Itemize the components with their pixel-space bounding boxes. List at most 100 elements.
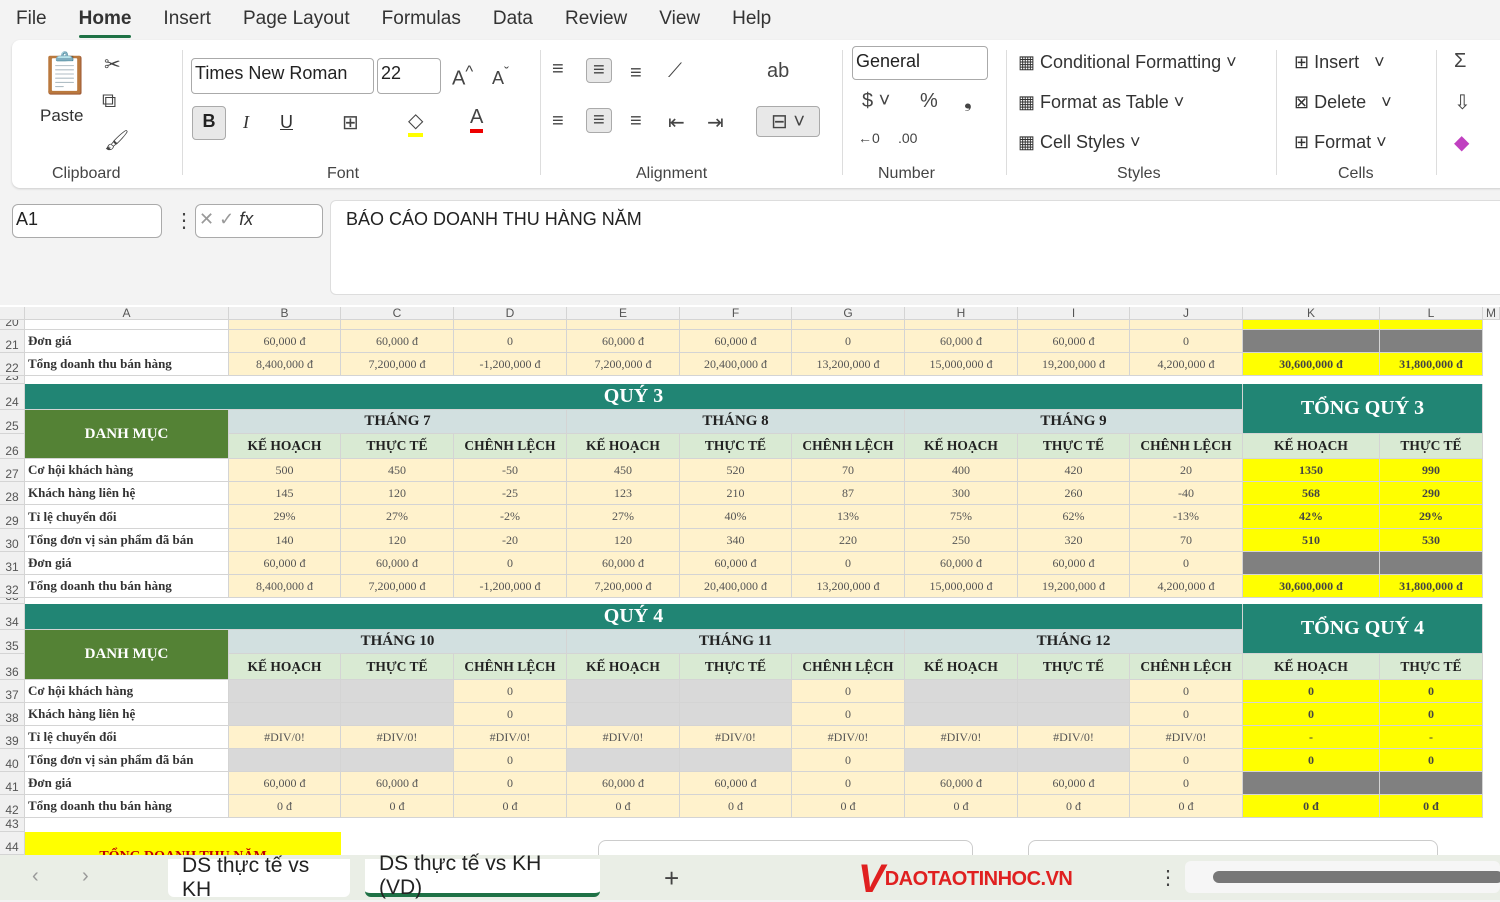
column-header-E[interactable]: E — [567, 307, 680, 320]
sub-header[interactable]: KẾ HOẠCH — [567, 654, 680, 680]
row-label[interactable]: Khách hàng liên hệ — [25, 703, 229, 726]
row-label[interactable]: Cơ hội khách hàng — [25, 459, 229, 482]
total-cell[interactable]: 0 — [1380, 680, 1483, 703]
month-header[interactable]: THÁNG 11 — [567, 630, 905, 654]
sub-header[interactable]: CHÊNH LỆCH — [792, 654, 905, 680]
value-cell[interactable]: 27% — [567, 505, 680, 529]
value-cell[interactable]: 60,000 đ — [680, 552, 792, 575]
total-cell[interactable]: 510 — [1243, 529, 1380, 552]
currency-icon[interactable]: $ ˅ — [862, 90, 891, 112]
value-cell[interactable]: 8,400,000 đ — [229, 575, 341, 598]
row-header[interactable]: 42 — [0, 795, 25, 818]
month-header[interactable]: THÁNG 10 — [229, 630, 567, 654]
row-header[interactable]: 20 — [0, 320, 25, 330]
value-cell[interactable]: 60,000 đ — [567, 772, 680, 795]
row-label[interactable]: Tỉ lệ chuyển đổi — [25, 505, 229, 529]
value-cell[interactable]: -1,200,000 đ — [454, 575, 567, 598]
italic-button[interactable]: I — [243, 112, 249, 132]
total-cell[interactable] — [1243, 320, 1380, 330]
column-header-C[interactable]: C — [341, 307, 454, 320]
value-cell[interactable] — [229, 703, 341, 726]
value-cell[interactable] — [905, 703, 1018, 726]
column-header-J[interactable]: J — [1130, 307, 1243, 320]
fill-icon[interactable]: ⇩ — [1454, 92, 1471, 114]
align-middle-icon[interactable]: ≡ — [586, 58, 612, 83]
spreadsheet-grid[interactable]: A B C D E F G H I J K L M 20 21 22 23 24 25 26 27 28 29 30 31 32 3… — [0, 305, 1500, 855]
sub-header[interactable]: THỰC TẾ — [1018, 654, 1130, 680]
month-header[interactable]: THÁNG 7 — [229, 410, 567, 434]
value-cell[interactable]: -25 — [454, 482, 567, 505]
menu-insert[interactable]: Insert — [163, 8, 211, 29]
next-sheet-icon[interactable]: › — [82, 865, 89, 887]
value-cell[interactable]: 70 — [792, 459, 905, 482]
sub-header[interactable]: THỰC TẾ — [1380, 434, 1483, 459]
total-cell[interactable]: 990 — [1380, 459, 1483, 482]
sheet-tab[interactable]: DS thực tế vs KH — [168, 854, 350, 901]
value-cell[interactable] — [1018, 680, 1130, 703]
value-cell[interactable] — [905, 320, 1018, 330]
value-cell[interactable]: 0 — [454, 552, 567, 575]
row-label[interactable]: Tổng doanh thu bán hàng — [25, 575, 229, 598]
value-cell[interactable]: 450 — [341, 459, 454, 482]
value-cell[interactable] — [905, 680, 1018, 703]
value-cell[interactable] — [567, 680, 680, 703]
increase-font-icon[interactable]: A^ — [452, 62, 474, 90]
value-cell[interactable]: 520 — [680, 459, 792, 482]
cell-styles-button[interactable]: ▦ Cell Styles ˅ — [1018, 132, 1141, 152]
quarter-title[interactable]: QUÝ 4 — [25, 604, 1243, 630]
autosum-icon[interactable]: Σ — [1454, 50, 1467, 72]
format-cells-button[interactable]: ⊞ Format ˅ — [1294, 132, 1387, 152]
sub-header[interactable]: KẾ HOẠCH — [1243, 654, 1380, 680]
value-cell[interactable]: 320 — [1018, 529, 1130, 552]
total-cell[interactable]: 0 đ — [1380, 795, 1483, 818]
value-cell[interactable]: 7,200,000 đ — [341, 575, 454, 598]
increase-decimal-icon[interactable]: ←0 — [858, 130, 880, 146]
value-cell[interactable]: 0 — [1130, 680, 1243, 703]
value-cell[interactable]: 0 đ — [1130, 795, 1243, 818]
value-cell[interactable]: 20 — [1130, 459, 1243, 482]
row-header[interactable]: 29 — [0, 505, 25, 529]
value-cell[interactable]: 75% — [905, 505, 1018, 529]
value-cell[interactable]: 8,400,000 đ — [229, 353, 341, 376]
quarter-total-title[interactable]: TỔNG QUÝ 4 — [1243, 604, 1483, 654]
value-cell[interactable] — [1018, 749, 1130, 772]
total-cell[interactable]: 30,600,000 đ — [1243, 575, 1380, 598]
value-cell[interactable]: 120 — [341, 529, 454, 552]
category-header[interactable]: DANH MỤC — [25, 410, 229, 459]
value-cell[interactable]: 60,000 đ — [1018, 330, 1130, 353]
empty-total-cell[interactable] — [1380, 330, 1483, 353]
row-header[interactable]: 41 — [0, 772, 25, 795]
value-cell[interactable]: 15,000,000 đ — [905, 353, 1018, 376]
value-cell[interactable]: 62% — [1018, 505, 1130, 529]
total-cell[interactable]: - — [1380, 726, 1483, 749]
value-cell[interactable]: 60,000 đ — [905, 772, 1018, 795]
menu-view[interactable]: View — [659, 8, 701, 29]
row-header[interactable]: 31 — [0, 552, 25, 575]
value-cell[interactable]: 13,200,000 đ — [792, 575, 905, 598]
value-cell[interactable]: #DIV/0! — [792, 726, 905, 749]
total-cell[interactable]: 568 — [1243, 482, 1380, 505]
value-cell[interactable]: #DIV/0! — [905, 726, 1018, 749]
row-header[interactable]: 25 — [0, 410, 25, 434]
value-cell[interactable] — [341, 749, 454, 772]
value-cell[interactable]: 60,000 đ — [229, 330, 341, 353]
menu-formulas[interactable]: Formulas — [381, 8, 461, 29]
value-cell[interactable] — [454, 320, 567, 330]
menu-home[interactable]: Home — [63, 8, 148, 38]
value-cell[interactable]: 87 — [792, 482, 905, 505]
value-cell[interactable]: 60,000 đ — [905, 552, 1018, 575]
value-cell[interactable]: 0 đ — [905, 795, 1018, 818]
value-cell[interactable]: 120 — [341, 482, 454, 505]
column-header-A[interactable]: A — [25, 307, 229, 320]
value-cell[interactable] — [1130, 320, 1243, 330]
sub-header[interactable]: CHÊNH LỆCH — [454, 654, 567, 680]
menu-help[interactable]: Help — [732, 8, 772, 29]
value-cell[interactable]: 0 đ — [229, 795, 341, 818]
align-center-icon[interactable]: ≡ — [586, 108, 612, 133]
value-cell[interactable]: 60,000 đ — [341, 552, 454, 575]
add-sheet-icon[interactable]: + — [664, 863, 680, 893]
value-cell[interactable]: 123 — [567, 482, 680, 505]
insert-cells-button[interactable]: ⊞ Insert ˅ — [1294, 52, 1385, 72]
value-cell[interactable]: 260 — [1018, 482, 1130, 505]
value-cell[interactable]: 13,200,000 đ — [792, 353, 905, 376]
